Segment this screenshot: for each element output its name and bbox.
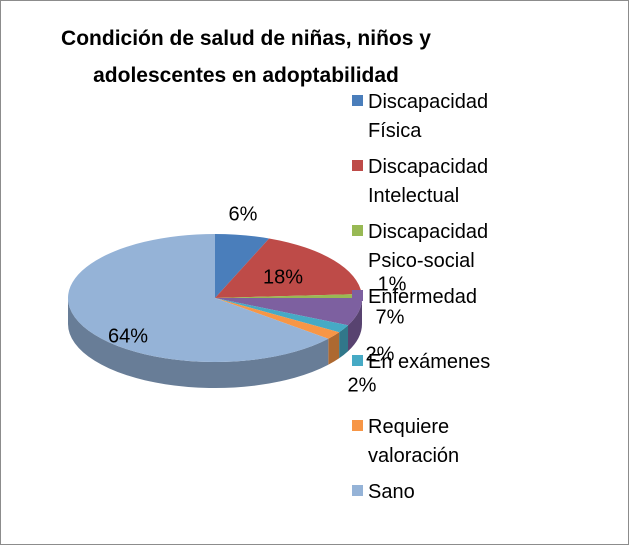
- pie-side: [348, 298, 362, 352]
- data-label: 1%: [378, 273, 407, 295]
- legend-label: Requiere valoración: [368, 416, 460, 467]
- data-label: 2%: [348, 374, 377, 396]
- chart-title: Condición de salud de niñas, niños y ado…: [61, 27, 431, 87]
- legend-label: Discapacidad Psico-social: [368, 221, 489, 272]
- legend-swatch: [352, 485, 363, 496]
- legend-label: En exámenes: [368, 351, 491, 373]
- data-label: 7%: [376, 306, 405, 328]
- data-label: 6%: [229, 203, 258, 225]
- legend-item: Sano: [352, 478, 622, 543]
- pie-side: [339, 325, 349, 359]
- pie-slice: [215, 238, 362, 298]
- pie-slice: [215, 298, 340, 339]
- pie-slice: [215, 298, 362, 326]
- legend-label: Sano: [368, 481, 415, 503]
- pie-slice: [67, 234, 329, 363]
- pie-slice: [215, 234, 270, 298]
- pie-slice: [215, 298, 349, 333]
- legend-label: Enfermedad: [368, 286, 477, 308]
- data-label: 2%: [366, 343, 395, 365]
- legend-swatch: [352, 95, 363, 106]
- legend: Discapacidad Física Discapacidad Intelect…: [352, 88, 622, 543]
- legend-swatch: [352, 225, 363, 236]
- legend-swatch: [352, 355, 363, 366]
- legend-item: Discapacidad Psico-social: [352, 218, 622, 283]
- legend-item: Discapacidad Física: [352, 88, 622, 153]
- legend-swatch: [352, 290, 363, 301]
- legend-item: Requiere valoración: [352, 413, 622, 478]
- legend-item: Discapacidad Intelectual: [352, 153, 622, 218]
- data-label: 64%: [108, 325, 148, 347]
- data-label: 18%: [263, 266, 303, 288]
- legend-label: Discapacidad Física: [368, 91, 489, 142]
- legend-swatch: [352, 160, 363, 171]
- legend-swatch: [352, 420, 363, 431]
- legend-item: En exámenes: [352, 348, 622, 413]
- pie-slice: [215, 293, 362, 298]
- pie-side: [328, 332, 340, 365]
- pie-side: [68, 298, 329, 389]
- legend-item: Enfermedad: [352, 283, 622, 348]
- legend-label: Discapacidad Intelectual: [368, 156, 489, 207]
